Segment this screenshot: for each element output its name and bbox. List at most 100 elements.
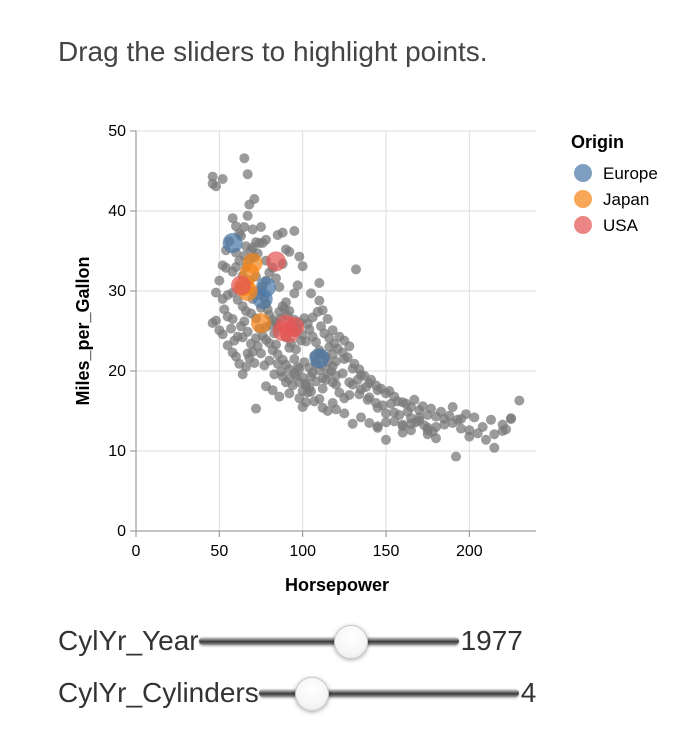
year-slider-value: 1977 bbox=[460, 625, 523, 656]
data-point bbox=[362, 394, 373, 405]
y-tick-label: 0 bbox=[117, 523, 126, 540]
data-point bbox=[384, 386, 395, 396]
x-tick-label: 0 bbox=[132, 543, 141, 560]
y-tick-label: 40 bbox=[108, 203, 126, 220]
axes: 0 50 100 150 200 0 10 20 30 40 50 bbox=[108, 123, 536, 560]
cylinders-slider-track[interactable] bbox=[258, 677, 519, 711]
highlighted-point-japan bbox=[251, 313, 271, 333]
data-point bbox=[277, 227, 288, 238]
data-point bbox=[331, 404, 341, 415]
data-point bbox=[381, 408, 391, 419]
data-point bbox=[489, 429, 500, 440]
instruction-text: Drag the sliders to highlight points. bbox=[58, 36, 488, 67]
cylinders-slider-thumb[interactable] bbox=[294, 677, 329, 711]
x-tick-label: 100 bbox=[289, 543, 316, 560]
data-point bbox=[214, 325, 225, 336]
data-point bbox=[356, 412, 366, 423]
data-point bbox=[292, 280, 303, 291]
cylinders-slider-value: 4 bbox=[520, 677, 537, 708]
data-point bbox=[304, 362, 315, 373]
data-point bbox=[291, 344, 301, 355]
legend-title: Origin bbox=[571, 132, 624, 152]
data-point bbox=[246, 338, 256, 349]
background-points bbox=[207, 153, 525, 462]
data-point bbox=[354, 389, 365, 400]
data-point bbox=[289, 288, 300, 299]
data-point bbox=[417, 401, 428, 412]
highlighted-point-usa bbox=[231, 275, 251, 296]
data-point bbox=[272, 358, 283, 369]
data-point bbox=[214, 275, 225, 286]
data-point bbox=[314, 295, 325, 306]
data-point bbox=[292, 362, 303, 372]
data-point bbox=[372, 422, 383, 433]
year-slider-track[interactable] bbox=[198, 625, 459, 659]
data-point bbox=[284, 374, 295, 384]
data-point bbox=[242, 210, 253, 221]
data-point bbox=[469, 412, 480, 423]
y-axis-title: Miles_per_Gallon bbox=[73, 256, 93, 405]
data-point bbox=[306, 288, 316, 299]
highlighted-point-europe bbox=[309, 348, 330, 369]
data-point bbox=[439, 419, 450, 430]
data-point bbox=[259, 360, 270, 371]
data-point bbox=[301, 397, 311, 408]
legend-symbol-europe bbox=[574, 164, 592, 182]
data-point bbox=[207, 171, 218, 182]
data-point bbox=[337, 368, 348, 379]
data-point bbox=[351, 264, 361, 275]
data-point bbox=[314, 278, 325, 288]
data-point bbox=[236, 321, 246, 332]
data-point bbox=[426, 403, 436, 414]
data-point bbox=[229, 335, 240, 346]
data-point bbox=[427, 426, 438, 437]
data-point bbox=[477, 422, 488, 432]
highlighted-point-usa bbox=[284, 317, 305, 337]
y-tick-label: 10 bbox=[108, 443, 126, 460]
data-point bbox=[322, 406, 333, 416]
data-point bbox=[376, 383, 386, 394]
data-point bbox=[486, 414, 496, 425]
data-point bbox=[456, 423, 466, 434]
data-point bbox=[256, 222, 266, 232]
data-point bbox=[211, 181, 221, 192]
data-point bbox=[296, 335, 306, 346]
legend-label-usa: USA bbox=[603, 216, 639, 235]
cylinders-slider-label: CylYr_Cylinders bbox=[58, 677, 259, 708]
data-point bbox=[227, 314, 238, 324]
data-point bbox=[249, 358, 260, 368]
data-point bbox=[489, 442, 500, 453]
x-tick-label: 150 bbox=[373, 543, 400, 560]
data-point bbox=[237, 369, 248, 380]
data-point bbox=[297, 261, 308, 272]
highlighted-point-europe bbox=[252, 289, 273, 309]
data-point bbox=[402, 406, 413, 417]
data-point bbox=[311, 337, 321, 348]
data-point bbox=[217, 260, 228, 271]
data-point bbox=[322, 314, 333, 324]
data-point bbox=[394, 410, 405, 420]
data-point bbox=[242, 169, 253, 180]
data-point bbox=[267, 385, 278, 396]
data-point bbox=[274, 391, 285, 402]
highlighted-point-usa bbox=[266, 251, 286, 272]
y-tick-label: 30 bbox=[108, 283, 126, 300]
data-point bbox=[284, 388, 295, 399]
data-point bbox=[344, 377, 355, 388]
highlighted-points bbox=[222, 233, 330, 369]
data-point bbox=[251, 403, 261, 414]
data-point bbox=[321, 374, 331, 385]
data-point bbox=[284, 246, 295, 257]
data-point bbox=[327, 325, 338, 336]
data-point bbox=[312, 306, 323, 317]
data-point bbox=[381, 434, 391, 445]
year-slider-thumb[interactable] bbox=[334, 625, 369, 659]
data-point bbox=[227, 347, 238, 358]
data-point bbox=[261, 234, 271, 245]
legend-label-japan: Japan bbox=[603, 190, 649, 209]
data-point bbox=[311, 376, 321, 387]
x-tick-label: 200 bbox=[456, 543, 483, 560]
y-tick-label: 50 bbox=[108, 123, 126, 140]
data-point bbox=[227, 213, 238, 224]
data-point bbox=[447, 402, 458, 412]
